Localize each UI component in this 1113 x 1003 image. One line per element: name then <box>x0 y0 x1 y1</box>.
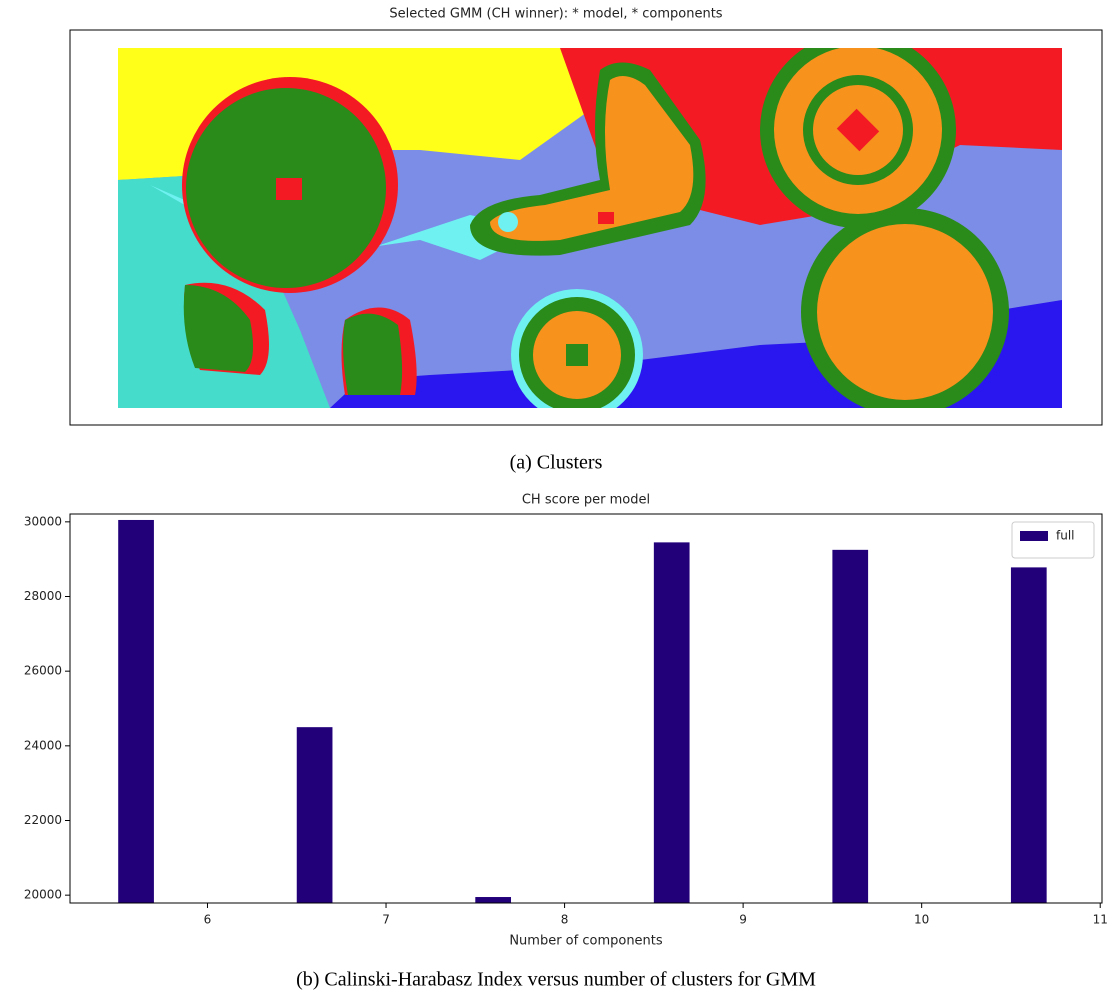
y-tick-label: 28000 <box>24 589 62 603</box>
y-tick-label: 20000 <box>24 888 62 902</box>
legend-label: full <box>1056 529 1075 543</box>
cluster-image <box>118 32 1062 421</box>
chart-caption: (b) Calinski-Harabasz Index versus numbe… <box>296 969 816 991</box>
y-tick-label: 30000 <box>24 514 62 528</box>
bar <box>1011 567 1047 903</box>
panel-a-title: Selected GMM (CH winner): * model, * com… <box>389 7 722 22</box>
bar <box>475 897 511 903</box>
bar <box>654 542 690 903</box>
x-tick-label: 8 <box>561 913 569 927</box>
x-tick-label: 7 <box>382 913 390 927</box>
y-tick-label: 22000 <box>24 813 62 827</box>
bar <box>118 520 154 903</box>
legend-swatch <box>1020 531 1048 541</box>
bar <box>832 550 868 903</box>
x-tick-label: 10 <box>914 913 929 927</box>
page: {"panel_a": {"title": "Selected GMM (CH … <box>0 0 1113 1003</box>
x-tick-label: 11 <box>1093 913 1108 927</box>
plot-frame <box>70 514 1102 903</box>
x-tick-label: 9 <box>739 913 747 927</box>
chart-title: CH score per model <box>522 493 650 508</box>
x-tick-label: 6 <box>204 913 212 927</box>
y-tick-label: 26000 <box>24 664 62 678</box>
panel-a-caption: (a) Clusters <box>510 452 603 474</box>
bar <box>297 727 333 903</box>
x-axis-label: Number of components <box>509 934 663 949</box>
y-tick-label: 24000 <box>24 738 62 752</box>
figure: Selected GMM (CH winner): * model, * com… <box>0 0 1113 1003</box>
